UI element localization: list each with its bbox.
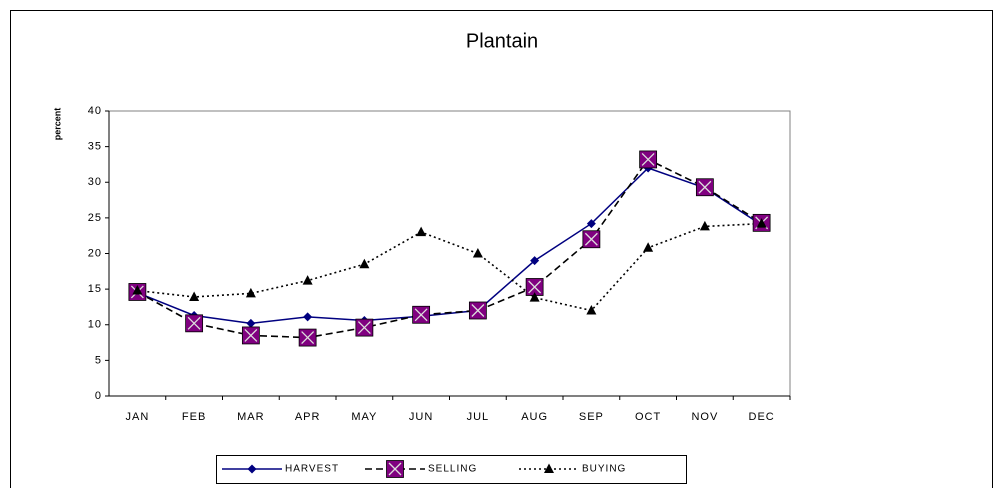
point <box>639 150 658 169</box>
y-tick-label: 20 <box>88 247 102 259</box>
y-tick-label: 5 <box>95 354 102 366</box>
x-tick-label: JUN <box>409 411 433 423</box>
point <box>359 258 370 269</box>
x-tick-label: APR <box>295 411 321 423</box>
x-tick-label: MAR <box>237 411 264 423</box>
legend-label: HARVEST <box>285 464 339 475</box>
point <box>303 312 313 322</box>
legend-marker <box>247 464 257 474</box>
point <box>582 230 601 249</box>
series-line <box>136 158 763 339</box>
point <box>586 305 597 315</box>
point <box>302 275 313 285</box>
chart-border <box>10 10 993 488</box>
point <box>412 305 431 324</box>
y-tick-label: 25 <box>88 212 102 224</box>
point <box>586 219 596 229</box>
point <box>699 220 710 231</box>
point <box>695 178 714 197</box>
point <box>472 248 483 258</box>
x-tick-label: MAY <box>351 411 377 423</box>
point <box>189 291 200 301</box>
x-tick-label: JAN <box>125 411 149 423</box>
y-tick-label: 10 <box>88 319 102 331</box>
chart-title: Plantain <box>466 30 538 52</box>
point <box>643 242 654 252</box>
point <box>185 314 204 333</box>
y-axis-label: percent <box>52 108 62 141</box>
x-tick-label: NOV <box>691 411 718 423</box>
series-line <box>137 222 762 312</box>
point <box>468 301 487 320</box>
x-tick-label: FEB <box>182 411 206 423</box>
point <box>530 256 540 266</box>
legend-marker <box>544 463 554 473</box>
legend-marker <box>386 460 404 478</box>
y-tick-label: 30 <box>88 176 102 188</box>
y-tick-label: 0 <box>95 390 102 402</box>
legend-label: BUYING <box>582 464 626 475</box>
point <box>245 287 256 298</box>
point <box>298 328 317 347</box>
x-tick-label: SEP <box>579 411 604 423</box>
point <box>241 326 260 345</box>
x-tick-label: JUL <box>467 411 490 423</box>
point <box>416 226 427 237</box>
legend-label: SELLING <box>428 464 477 475</box>
point <box>355 318 374 337</box>
legend-box <box>216 455 687 484</box>
point <box>756 218 767 228</box>
point <box>132 285 143 295</box>
point <box>529 292 540 302</box>
point <box>246 318 256 328</box>
y-tick-label: 15 <box>88 283 102 295</box>
x-tick-label: AUG <box>521 411 548 423</box>
y-tick-label: 35 <box>88 141 102 153</box>
x-tick-label: OCT <box>635 411 661 423</box>
y-tick-label: 40 <box>88 105 102 117</box>
x-tick-label: DEC <box>749 411 775 423</box>
